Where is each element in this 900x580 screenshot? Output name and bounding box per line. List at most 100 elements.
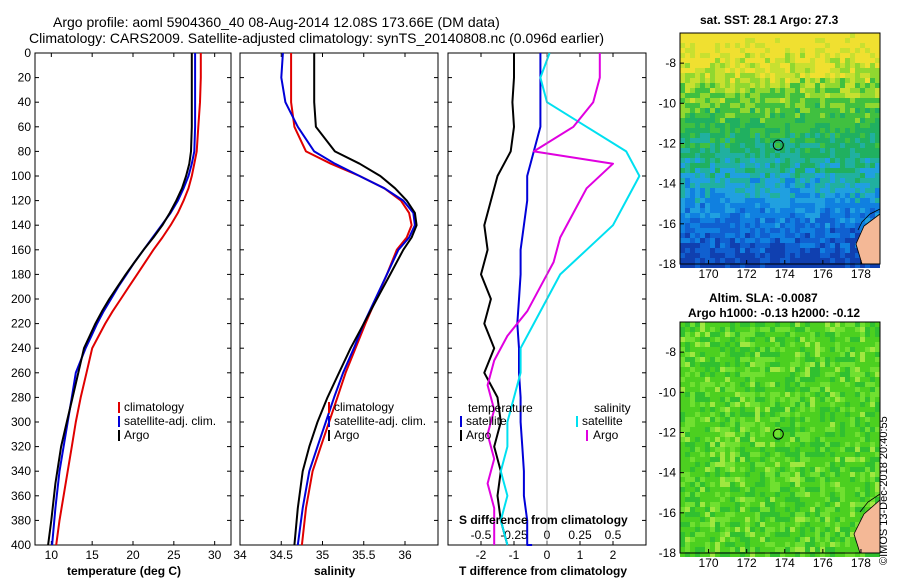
- heatmap-cell: [800, 397, 805, 402]
- heatmap-cell: [765, 342, 770, 347]
- heatmap-cell: [835, 228, 840, 233]
- heatmap-cell: [690, 163, 695, 168]
- heatmap-cell: [710, 228, 715, 233]
- heatmap-cell: [775, 482, 780, 487]
- heatmap-cell: [800, 502, 805, 507]
- heatmap-cell: [735, 93, 740, 98]
- heatmap-cell: [740, 133, 745, 138]
- heatmap-cell: [790, 527, 795, 532]
- heatmap-cell: [800, 482, 805, 487]
- heatmap-cell: [770, 48, 775, 53]
- heatmap-cell: [775, 258, 780, 263]
- heatmap-cell: [855, 332, 860, 337]
- heatmap-cell: [785, 153, 790, 158]
- heatmap-cell: [830, 442, 835, 447]
- heatmap-cell: [860, 98, 865, 103]
- heatmap-cell: [825, 218, 830, 223]
- heatmap-cell: [855, 347, 860, 352]
- heatmap-cell: [745, 502, 750, 507]
- heatmap-cell: [730, 243, 735, 248]
- heatmap-cell: [755, 422, 760, 427]
- heatmap-cell: [715, 477, 720, 482]
- heatmap-cell: [690, 78, 695, 83]
- heatmap-cell: [830, 517, 835, 522]
- heatmap-cell: [740, 173, 745, 178]
- heatmap-cell: [790, 73, 795, 78]
- heatmap-cell: [755, 123, 760, 128]
- heatmap-cell: [710, 203, 715, 208]
- heatmap-cell: [705, 223, 710, 228]
- heatmap-cell: [815, 183, 820, 188]
- heatmap-cell: [680, 193, 685, 198]
- heatmap-cell: [855, 233, 860, 238]
- heatmap-cell: [715, 332, 720, 337]
- heatmap-cell: [690, 372, 695, 377]
- heatmap-cell: [800, 218, 805, 223]
- heatmap-cell: [685, 482, 690, 487]
- heatmap-cell: [730, 342, 735, 347]
- heatmap-cell: [835, 43, 840, 48]
- heatmap-cell: [745, 452, 750, 457]
- heatmap-cell: [755, 412, 760, 417]
- heatmap-cell: [740, 527, 745, 532]
- heatmap-cell: [715, 83, 720, 88]
- heatmap-cell: [690, 213, 695, 218]
- heatmap-cell: [700, 63, 705, 68]
- heatmap-cell: [705, 98, 710, 103]
- heatmap-cell: [845, 517, 850, 522]
- heatmap-cell: [750, 347, 755, 352]
- heatmap-cell: [875, 387, 880, 392]
- sla-map-axes: 170 172 174 176 178-8-10-12-14-16-18: [659, 345, 872, 570]
- heatmap-cell: [720, 512, 725, 517]
- heatmap-cell: [870, 367, 875, 372]
- heatmap-cell: [730, 502, 735, 507]
- heatmap-cell: [740, 422, 745, 427]
- heatmap-cell: [845, 258, 850, 263]
- heatmap-cell: [710, 223, 715, 228]
- heatmap-cell: [780, 73, 785, 78]
- heatmap-cell: [690, 183, 695, 188]
- heatmap-cell: [690, 143, 695, 148]
- heatmap-cell: [735, 532, 740, 537]
- heatmap-cell: [825, 158, 830, 163]
- heatmap-cell: [705, 38, 710, 43]
- heatmap-cell: [810, 367, 815, 372]
- heatmap-cell: [745, 462, 750, 467]
- heatmap-cell: [730, 452, 735, 457]
- heatmap-cell: [695, 337, 700, 342]
- series-line-argo: [293, 53, 418, 546]
- heatmap-cell: [800, 238, 805, 243]
- heatmap-cell: [805, 103, 810, 108]
- heatmap-cell: [710, 188, 715, 193]
- heatmap-cell: [790, 517, 795, 522]
- heatmap-cell: [745, 238, 750, 243]
- heatmap-cell: [850, 233, 855, 238]
- heatmap-cell: [735, 208, 740, 213]
- heatmap-cell: [825, 387, 830, 392]
- y-tick-label: 380: [11, 513, 31, 527]
- heatmap-cell: [705, 33, 710, 38]
- heatmap-cell: [780, 352, 785, 357]
- heatmap-cell: [850, 517, 855, 522]
- heatmap-cell: [770, 552, 775, 557]
- heatmap-cell: [760, 118, 765, 123]
- heatmap-cell: [735, 342, 740, 347]
- heatmap-cell: [840, 88, 845, 93]
- heatmap-cell: [770, 253, 775, 258]
- heatmap-cell: [760, 462, 765, 467]
- heatmap-cell: [705, 392, 710, 397]
- heatmap-cell: [770, 362, 775, 367]
- heatmap-cell: [815, 347, 820, 352]
- heatmap-cell: [710, 447, 715, 452]
- heatmap-cell: [740, 452, 745, 457]
- heatmap-cell: [785, 427, 790, 432]
- heatmap-cell: [830, 103, 835, 108]
- heatmap-cell: [735, 198, 740, 203]
- heatmap-cell: [775, 248, 780, 253]
- heatmap-cell: [730, 83, 735, 88]
- heatmap-cell: [705, 452, 710, 457]
- heatmap-cell: [700, 322, 705, 327]
- heatmap-cell: [875, 352, 880, 357]
- heatmap-cell: [760, 467, 765, 472]
- heatmap-cell: [705, 537, 710, 542]
